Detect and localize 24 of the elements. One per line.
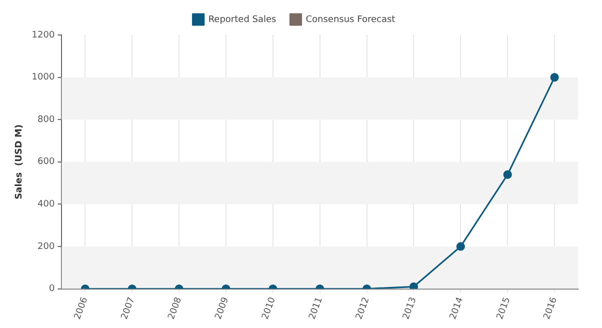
point — [550, 72, 559, 82]
x-tick-label: 2014 — [448, 296, 466, 321]
point — [503, 170, 512, 179]
x-tick-label: 2007 — [120, 296, 138, 321]
x-tick-label: 2010 — [260, 296, 278, 321]
x-tick-label: 2008 — [166, 296, 184, 321]
x-tick-label: 2011 — [308, 296, 325, 321]
x-tick-label: 2016 — [542, 296, 560, 321]
x-tick-label: 2012 — [354, 296, 372, 321]
y-tick-label: 400 — [38, 200, 55, 210]
y-tick-label: 600 — [38, 157, 55, 168]
y-tick-label: 1000 — [32, 72, 55, 83]
y-tick-label: 800 — [38, 114, 55, 125]
legend-label: Consensus Forecast — [306, 14, 396, 25]
x-tick-label: 2009 — [214, 296, 232, 321]
legend-label: Reported Sales — [208, 14, 277, 25]
y-tick-label: 1200 — [32, 30, 55, 40]
y-tick-label: 200 — [38, 242, 55, 252]
x-tick-label: 2013 — [402, 296, 419, 321]
x-tick-label: 2015 — [495, 296, 513, 321]
y-tick-label: 0 — [48, 284, 55, 294]
point — [409, 282, 418, 289]
y-axis-title: Sales (USD M) — [14, 124, 25, 200]
x-tick-label: 2006 — [72, 296, 90, 321]
